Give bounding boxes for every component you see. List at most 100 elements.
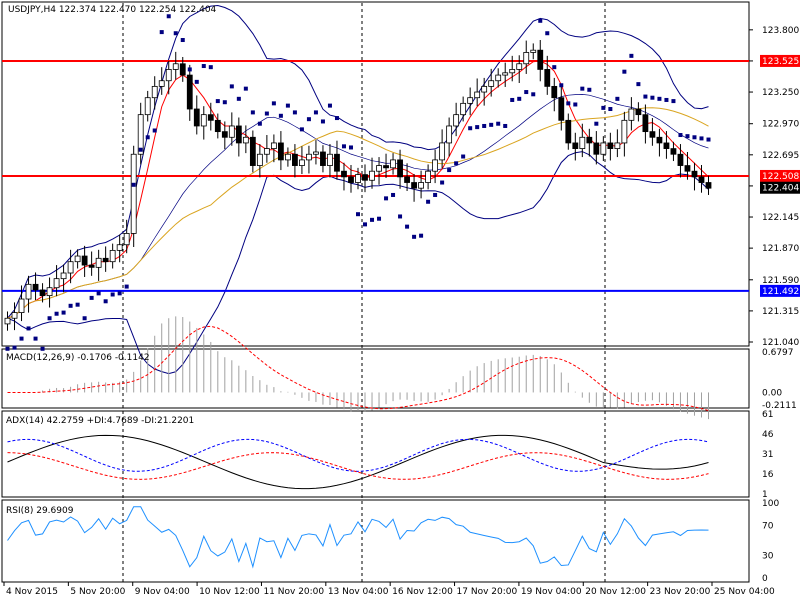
candle-body	[362, 174, 368, 181]
sar-dot	[334, 116, 339, 121]
price-tick-label: 121.040	[762, 338, 799, 348]
sar-dot	[545, 31, 550, 36]
sar-dot	[131, 182, 136, 187]
time-tick-label: 17 Nov 20:00	[457, 587, 518, 597]
sar-dot	[510, 97, 515, 102]
sar-dot	[236, 96, 241, 101]
candle-body	[509, 69, 516, 74]
sar-dot	[82, 316, 87, 321]
sar-dot	[278, 113, 283, 118]
sar-dot	[426, 199, 431, 204]
adx-pane	[1, 410, 750, 498]
sar-dot	[489, 122, 494, 127]
candle-body	[242, 136, 249, 144]
band-upper	[7, 5, 709, 319]
adx-label: ADX(14) 42.2759 +DI:4.7689 -DI:21.2201	[6, 416, 194, 426]
sar-dot	[657, 96, 662, 101]
sar-dot	[475, 125, 480, 130]
sar-dot	[26, 326, 31, 331]
sar-dot	[356, 212, 360, 217]
level-tag	[760, 284, 800, 297]
candle-body	[18, 298, 25, 313]
candle-body	[495, 74, 502, 82]
indicator-tick-label: 31	[762, 450, 773, 460]
price-tick-label: 121.315	[762, 307, 799, 317]
sar-dot	[222, 100, 227, 105]
plus-di-line	[7, 438, 709, 472]
sar-dot	[384, 196, 389, 201]
sar-dot	[433, 192, 438, 197]
indicator-tick-label: 46	[762, 430, 774, 440]
indicator-tick-label: 1	[762, 490, 768, 500]
sar-dot	[664, 97, 669, 102]
sar-dot	[110, 292, 115, 297]
sar-dot	[685, 134, 690, 139]
macd-signal-line	[7, 325, 709, 412]
candle-body	[53, 278, 60, 289]
sar-dot	[377, 216, 382, 221]
indicator-tick-label: 61	[762, 410, 773, 420]
candle-body	[551, 85, 558, 99]
sar-dot	[173, 31, 178, 36]
sar-dot	[601, 105, 606, 110]
sar-dot	[412, 234, 417, 239]
sar-dot	[208, 65, 213, 70]
sar-dot	[405, 224, 410, 229]
indicator-tick-label: 16	[762, 470, 774, 480]
candle-body	[74, 255, 81, 263]
sar-dot	[187, 67, 192, 72]
candle-body	[537, 49, 544, 70]
sar-dot	[12, 345, 17, 350]
sar-dot	[243, 86, 248, 91]
candles	[4, 40, 712, 331]
time-tick-label: 25 Nov 04:00	[714, 587, 775, 597]
sar-dot	[75, 302, 80, 307]
sar-dot	[201, 64, 206, 69]
sar-dot	[706, 137, 711, 142]
sar-dot	[636, 82, 641, 87]
sar-dot	[503, 123, 508, 128]
candle-body	[144, 97, 151, 116]
candle-body	[418, 182, 424, 189]
sar-dot	[61, 310, 66, 315]
candle-body	[165, 69, 172, 82]
candle-body	[263, 148, 270, 155]
sar-dot	[517, 96, 522, 101]
candle-body	[642, 114, 649, 133]
sar-dot	[580, 86, 585, 91]
time-tick-label: 19 Nov 04:00	[521, 587, 582, 597]
sar-dot	[19, 336, 24, 341]
level-tag	[760, 169, 800, 182]
candle-body	[572, 142, 579, 149]
sar-dot	[496, 121, 501, 126]
candle-body	[179, 63, 186, 76]
sar-dot	[461, 154, 466, 159]
macd-label: MACD(12,26,9) -0.1706 -0.1142	[6, 353, 150, 363]
sar-dot	[180, 38, 185, 43]
price-tick-label: 122.145	[762, 213, 799, 223]
sar-dot	[257, 121, 262, 126]
candle-body	[467, 97, 474, 104]
candle-body	[95, 257, 102, 268]
sar-dot	[96, 291, 101, 296]
candle-body	[397, 159, 403, 178]
sar-dot	[447, 168, 452, 173]
sar-dot	[608, 107, 613, 112]
candle-body	[207, 114, 214, 121]
sar-dot	[615, 96, 620, 101]
indicator-tick-label: 100	[762, 499, 779, 509]
candle-body	[523, 52, 530, 65]
rsi-series	[7, 506, 709, 569]
sar-dot	[552, 65, 557, 70]
sar-dot	[391, 192, 396, 197]
sar-dot	[229, 84, 234, 89]
candle-body	[663, 142, 670, 149]
adx-line	[7, 434, 709, 490]
indicator-tick-label: -0.2111	[762, 401, 797, 411]
candle-body	[116, 244, 123, 251]
candle-body	[488, 80, 495, 87]
sar-dot	[47, 316, 52, 321]
level-tags: 123.525 122.508 121.492 122.404	[760, 54, 800, 297]
level-tag-label: 123.525	[762, 57, 799, 67]
sar-dot	[566, 101, 571, 106]
